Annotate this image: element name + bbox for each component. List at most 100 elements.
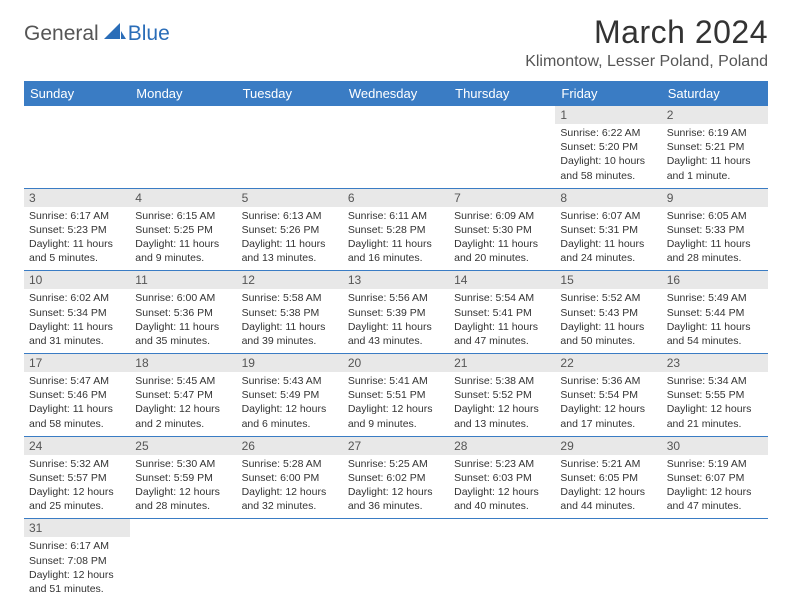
calendar-day: 6Sunrise: 6:11 AMSunset: 5:28 PMDaylight… [343,188,449,271]
daylight-text: Daylight: 11 hours and 54 minutes. [667,320,763,348]
sunset-text: Sunset: 5:51 PM [348,388,444,402]
day-number: 14 [449,271,555,289]
logo-sail-icon [104,23,126,46]
calendar-day-empty [130,106,236,188]
calendar-day-empty [237,106,343,188]
sunset-text: Sunset: 5:41 PM [454,306,550,320]
day-number: 9 [662,189,768,207]
day-number: 27 [343,437,449,455]
day-number: 25 [130,437,236,455]
day-number: 22 [555,354,661,372]
sunset-text: Sunset: 5:31 PM [560,223,656,237]
day-number: 29 [555,437,661,455]
sunset-text: Sunset: 5:44 PM [667,306,763,320]
calendar-day-empty [449,106,555,188]
sunrise-text: Sunrise: 5:45 AM [135,374,231,388]
daylight-text: Daylight: 12 hours and 21 minutes. [667,402,763,430]
calendar-day: 5Sunrise: 6:13 AMSunset: 5:26 PMDaylight… [237,188,343,271]
daylight-text: Daylight: 11 hours and 39 minutes. [242,320,338,348]
calendar-day: 13Sunrise: 5:56 AMSunset: 5:39 PMDayligh… [343,271,449,354]
sunset-text: Sunset: 5:38 PM [242,306,338,320]
daylight-text: Daylight: 12 hours and 32 minutes. [242,485,338,513]
sunrise-text: Sunrise: 5:58 AM [242,291,338,305]
sunset-text: Sunset: 5:43 PM [560,306,656,320]
calendar-day: 4Sunrise: 6:15 AMSunset: 5:25 PMDaylight… [130,188,236,271]
logo-text-blue: Blue [128,22,170,46]
calendar-day-empty [237,519,343,601]
calendar-week: 31Sunrise: 6:17 AMSunset: 7:08 PMDayligh… [24,519,768,601]
calendar-day-empty [555,519,661,601]
sunrise-text: Sunrise: 6:09 AM [454,209,550,223]
daylight-text: Daylight: 12 hours and 25 minutes. [29,485,125,513]
calendar-day: 27Sunrise: 5:25 AMSunset: 6:02 PMDayligh… [343,436,449,519]
sunset-text: Sunset: 5:28 PM [348,223,444,237]
daylight-text: Daylight: 12 hours and 6 minutes. [242,402,338,430]
sunset-text: Sunset: 6:03 PM [454,471,550,485]
sunrise-text: Sunrise: 6:05 AM [667,209,763,223]
sunrise-text: Sunrise: 5:52 AM [560,291,656,305]
calendar-day: 2Sunrise: 6:19 AMSunset: 5:21 PMDaylight… [662,106,768,188]
location-subtitle: Klimontow, Lesser Poland, Poland [525,53,768,71]
calendar-day-empty [662,519,768,601]
day-number: 2 [662,106,768,124]
daylight-text: Daylight: 11 hours and 5 minutes. [29,237,125,265]
title-block: March 2024 Klimontow, Lesser Poland, Pol… [525,14,768,71]
weekday-header: Saturday [662,81,768,106]
calendar-day: 3Sunrise: 6:17 AMSunset: 5:23 PMDaylight… [24,188,130,271]
calendar-day: 14Sunrise: 5:54 AMSunset: 5:41 PMDayligh… [449,271,555,354]
daylight-text: Daylight: 12 hours and 2 minutes. [135,402,231,430]
sunrise-text: Sunrise: 5:30 AM [135,457,231,471]
sunrise-text: Sunrise: 5:32 AM [29,457,125,471]
daylight-text: Daylight: 12 hours and 17 minutes. [560,402,656,430]
day-number: 5 [237,189,343,207]
calendar-day: 31Sunrise: 6:17 AMSunset: 7:08 PMDayligh… [24,519,130,601]
calendar-day: 7Sunrise: 6:09 AMSunset: 5:30 PMDaylight… [449,188,555,271]
daylight-text: Daylight: 11 hours and 9 minutes. [135,237,231,265]
sunrise-text: Sunrise: 5:41 AM [348,374,444,388]
sunset-text: Sunset: 5:49 PM [242,388,338,402]
calendar-day-empty [449,519,555,601]
sunrise-text: Sunrise: 5:21 AM [560,457,656,471]
daylight-text: Daylight: 11 hours and 24 minutes. [560,237,656,265]
month-title: March 2024 [525,14,768,51]
daylight-text: Daylight: 12 hours and 51 minutes. [29,568,125,596]
calendar-week: 3Sunrise: 6:17 AMSunset: 5:23 PMDaylight… [24,188,768,271]
sunrise-text: Sunrise: 5:34 AM [667,374,763,388]
sunset-text: Sunset: 6:05 PM [560,471,656,485]
sunset-text: Sunset: 5:23 PM [29,223,125,237]
sunrise-text: Sunrise: 5:25 AM [348,457,444,471]
day-number: 7 [449,189,555,207]
day-number: 23 [662,354,768,372]
calendar-day: 21Sunrise: 5:38 AMSunset: 5:52 PMDayligh… [449,354,555,437]
daylight-text: Daylight: 11 hours and 50 minutes. [560,320,656,348]
sunrise-text: Sunrise: 5:38 AM [454,374,550,388]
calendar-day: 16Sunrise: 5:49 AMSunset: 5:44 PMDayligh… [662,271,768,354]
daylight-text: Daylight: 11 hours and 35 minutes. [135,320,231,348]
day-number: 13 [343,271,449,289]
sunrise-text: Sunrise: 6:00 AM [135,291,231,305]
sunset-text: Sunset: 5:34 PM [29,306,125,320]
daylight-text: Daylight: 12 hours and 28 minutes. [135,485,231,513]
calendar-week: 1Sunrise: 6:22 AMSunset: 5:20 PMDaylight… [24,106,768,188]
daylight-text: Daylight: 11 hours and 43 minutes. [348,320,444,348]
calendar-day-empty [343,519,449,601]
calendar-day: 29Sunrise: 5:21 AMSunset: 6:05 PMDayligh… [555,436,661,519]
day-number: 21 [449,354,555,372]
calendar-day: 20Sunrise: 5:41 AMSunset: 5:51 PMDayligh… [343,354,449,437]
daylight-text: Daylight: 11 hours and 47 minutes. [454,320,550,348]
day-number: 18 [130,354,236,372]
day-number: 4 [130,189,236,207]
sunrise-text: Sunrise: 5:23 AM [454,457,550,471]
sunset-text: Sunset: 5:57 PM [29,471,125,485]
sunset-text: Sunset: 7:08 PM [29,554,125,568]
sunset-text: Sunset: 5:30 PM [454,223,550,237]
daylight-text: Daylight: 11 hours and 58 minutes. [29,402,125,430]
calendar-day-empty [343,106,449,188]
weekday-header: Thursday [449,81,555,106]
sunrise-text: Sunrise: 5:56 AM [348,291,444,305]
sunrise-text: Sunrise: 6:15 AM [135,209,231,223]
sunrise-text: Sunrise: 5:36 AM [560,374,656,388]
calendar-day: 26Sunrise: 5:28 AMSunset: 6:00 PMDayligh… [237,436,343,519]
calendar-day: 10Sunrise: 6:02 AMSunset: 5:34 PMDayligh… [24,271,130,354]
weekday-header-row: SundayMondayTuesdayWednesdayThursdayFrid… [24,81,768,106]
